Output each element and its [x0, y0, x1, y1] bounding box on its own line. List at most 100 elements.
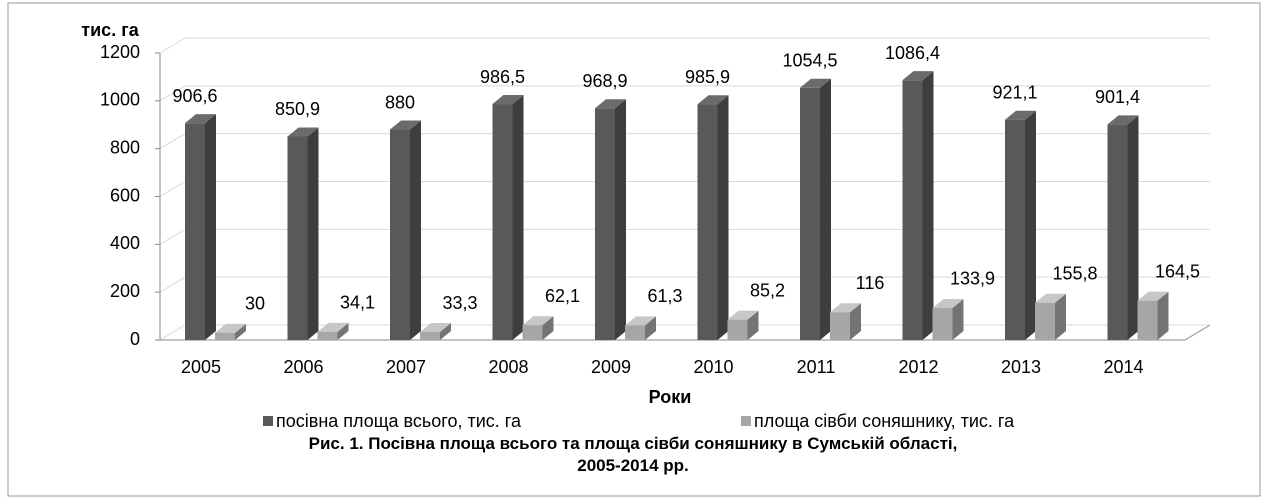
bar-front [727, 319, 748, 340]
bar-side [337, 322, 349, 340]
data-label: 61,3 [647, 286, 682, 306]
y-tick-label: 600 [110, 185, 140, 205]
bar [830, 303, 861, 340]
x-tick-label: 2007 [386, 357, 426, 377]
bar-front [1137, 300, 1158, 340]
bar-front [902, 80, 923, 340]
bar [287, 127, 319, 341]
data-label: 33,3 [442, 293, 477, 313]
bar [1005, 110, 1036, 340]
x-tick-label: 2011 [797, 357, 836, 377]
data-label: 968,9 [582, 71, 627, 91]
data-label: 133,9 [950, 269, 995, 289]
y-axis-label: тис. га [81, 20, 139, 40]
bar-top [625, 316, 656, 326]
x-tick-label: 2012 [898, 357, 938, 377]
bar-side [645, 316, 656, 340]
bar-top [800, 78, 831, 88]
bar-side [307, 127, 319, 341]
bar-top [902, 71, 934, 81]
legend-swatch [263, 416, 273, 426]
bar-side [440, 323, 451, 340]
bar-front [492, 104, 513, 341]
bar-top [1107, 115, 1139, 125]
x-tick-label: 2008 [488, 357, 528, 377]
bar-top [595, 99, 626, 109]
data-label: 155,8 [1052, 263, 1097, 283]
data-label: 30 [245, 294, 265, 314]
bar-top [420, 323, 451, 333]
bar-front [830, 312, 850, 340]
bar-side [922, 71, 934, 340]
bar-top [390, 120, 421, 130]
bar [317, 322, 349, 340]
bar-front [287, 136, 308, 340]
data-label: 34,1 [340, 293, 375, 313]
bar-front [1107, 124, 1128, 341]
bar-front [317, 331, 338, 340]
bar [185, 114, 216, 340]
x-tick-label: 2005 [181, 357, 221, 377]
bar-side [850, 303, 861, 340]
bar [1035, 293, 1066, 340]
y-tick-label: 200 [110, 281, 140, 301]
bar [215, 323, 246, 340]
bar-side [410, 120, 421, 341]
y-tick-label: 1200 [100, 42, 140, 62]
data-label: 906,6 [172, 86, 217, 106]
y-tick-label: 1000 [100, 90, 140, 110]
data-label: 880 [385, 92, 415, 112]
data-label: 850,9 [275, 99, 320, 119]
bar-top [287, 127, 319, 137]
bar-side [205, 114, 216, 340]
bar [625, 316, 656, 340]
legend-swatch [741, 416, 751, 426]
bar [1107, 115, 1139, 341]
bar [595, 99, 626, 340]
x-axis-label: Роки [649, 387, 692, 407]
bar-top [1137, 291, 1169, 301]
bar-top [727, 310, 759, 320]
bar [800, 78, 831, 340]
bar-side [542, 316, 554, 340]
data-label: 921,1 [992, 82, 1037, 102]
bar-top [215, 323, 246, 333]
legend-label: площа сівби соняшнику, тис. га [754, 411, 1015, 431]
bar-front [215, 332, 235, 340]
data-label: 1086,4 [885, 43, 940, 63]
bar-top [185, 114, 216, 124]
bar-side [952, 298, 964, 340]
bar-side [1025, 110, 1036, 340]
data-label: 164,5 [1155, 261, 1200, 281]
bar [697, 95, 729, 340]
bar-side [820, 78, 831, 340]
bar-front [697, 104, 718, 340]
bar-side [1157, 291, 1169, 340]
data-label: 986,5 [480, 67, 525, 87]
y-tick-label: 400 [110, 233, 140, 253]
bar [932, 298, 964, 340]
data-label: 985,9 [685, 67, 730, 87]
bar-front [625, 325, 645, 340]
bar-front [595, 108, 615, 340]
grid-line [159, 85, 1210, 102]
x-tick-label: 2014 [1103, 357, 1143, 377]
y-tick-label: 800 [110, 137, 140, 157]
bar-front [522, 325, 543, 340]
x-tick-label: 2013 [1001, 357, 1041, 377]
bar-side [1055, 293, 1066, 340]
bar-side [235, 323, 246, 340]
bar-side [717, 95, 729, 340]
x-tick-label: 2010 [693, 357, 733, 377]
data-label: 901,4 [1095, 87, 1140, 107]
data-label: 116 [856, 273, 885, 293]
bar-front [420, 332, 440, 340]
data-label: 62,1 [545, 286, 580, 306]
bar-top [830, 303, 861, 313]
chart-frame [7, 2, 1261, 497]
bar-side [1127, 115, 1139, 341]
legend-label: посівна площа всього, тис. га [276, 411, 522, 431]
bar [492, 95, 524, 341]
